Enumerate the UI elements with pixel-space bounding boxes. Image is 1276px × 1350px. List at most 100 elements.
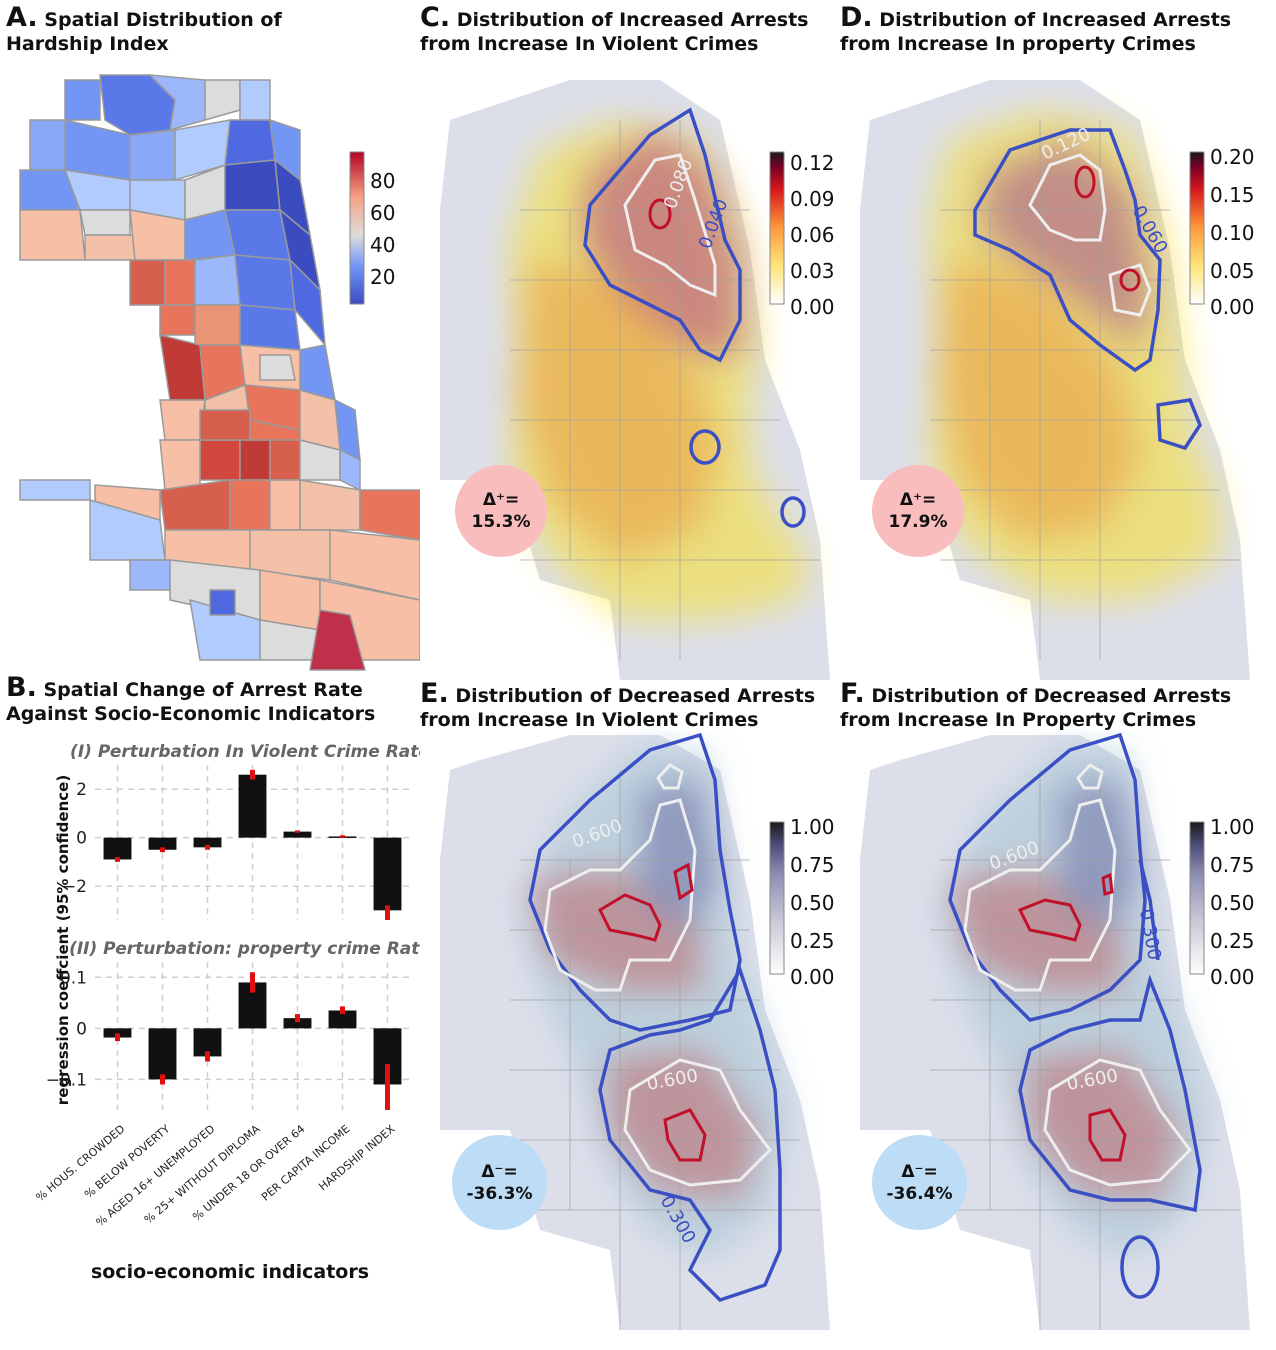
colorbar-f (1189, 821, 1205, 975)
category-labels: % HOUS. CROWDED% BELOW POVERTY% AGED 16+… (34, 1122, 398, 1229)
panel-c-title: C. Distribution of Increased Arrests fro… (420, 2, 809, 55)
contour-red (598, 893, 662, 942)
map-area (194, 254, 241, 306)
bar (148, 837, 177, 850)
contour-blue-small (689, 429, 721, 465)
map-area (224, 119, 276, 166)
map-area (234, 254, 296, 311)
contour-white (1028, 153, 1152, 317)
x-tick-label: PER CAPITA INCOME (259, 1122, 352, 1203)
colorbar-e (769, 821, 785, 975)
bar (193, 837, 222, 848)
map-area (194, 304, 241, 346)
map-area (159, 304, 196, 336)
panel-f-title: F. Distribution of Decreased Arrests fro… (840, 678, 1232, 731)
contour-red (673, 862, 694, 901)
property-crime-chart: (II) Perturbation: property crime Rate 0.… (46, 939, 420, 1110)
colorbar-tick: 0.03 (790, 259, 835, 283)
contour-red (663, 1108, 707, 1162)
y-tick-label: 2 (76, 780, 87, 800)
hardship-map: 80 60 40 20 (19, 74, 420, 671)
map-area (229, 479, 271, 531)
x-tick-label: % HOUS. CROWDED (34, 1122, 128, 1204)
map-d: 0.120 0.060 0.20 0.15 0.10 0.05 0.00 (860, 80, 1255, 680)
bar (283, 1018, 312, 1029)
contour-blue (528, 732, 742, 1032)
map-area (29, 119, 66, 171)
delta-badge-d: Δ⁺= 17.9% (872, 465, 964, 557)
colorbar-a (349, 151, 365, 305)
map-area (159, 399, 206, 441)
panel-a-title: A. Spatial Distribution of Hardship Inde… (6, 2, 282, 55)
bar (283, 831, 312, 838)
colorbar-tick: 0.75 (790, 853, 835, 877)
contour-blue (583, 107, 742, 363)
map-area (159, 439, 201, 491)
map-area (19, 209, 86, 261)
kde-south (610, 1050, 760, 1200)
map-area (19, 479, 91, 501)
contour-white (543, 798, 697, 992)
x-tick-label: % BELOW POVERTY (82, 1122, 173, 1201)
delta-badge-f: Δ⁻= -36.4% (872, 1135, 967, 1230)
colorbar-tick: 0.00 (790, 295, 835, 319)
colorbar-tick: 0.25 (1210, 929, 1255, 953)
subchart-title: (II) Perturbation: property crime Rate (69, 939, 420, 959)
subchart-title: (I) Perturbation In Violent Crime Rate (70, 742, 420, 762)
colorbar-tick: 0.09 (790, 187, 835, 211)
x-axis-label: socio-economic indicators (91, 1261, 369, 1283)
contour-white (656, 763, 684, 790)
map-area (164, 259, 196, 306)
contour-white (1043, 1058, 1192, 1187)
contour-blue (598, 965, 782, 1303)
colorbar-c (769, 151, 785, 305)
bar (238, 774, 267, 838)
contour-red (1017, 898, 1082, 942)
map-area (129, 129, 176, 181)
map-area (239, 439, 271, 481)
map-area (129, 559, 171, 591)
violent-crime-chart: (I) Perturbation In Violent Crime Rate 2 0… (62, 742, 420, 920)
colorbar-tick: 0.50 (790, 891, 835, 915)
map-area (239, 304, 301, 351)
colorbar-tick: 0.12 (790, 151, 835, 175)
colorbar-tick: 0.20 (1210, 145, 1255, 169)
contour-blue-small (780, 496, 806, 528)
y-tick-label: 0 (76, 829, 87, 849)
y-tick-label: 0 (76, 1019, 87, 1039)
contour-blue (1018, 974, 1202, 1213)
colorbar-tick: 1.00 (1210, 815, 1255, 839)
y-tick-label: 0.1 (60, 968, 87, 988)
bar (373, 837, 402, 911)
contour-blue-small (1156, 398, 1202, 451)
map-area (209, 589, 236, 616)
panel-d-title: D. Distribution of Increased Arrests fro… (840, 2, 1232, 55)
map-area (329, 529, 420, 601)
y-axis-label: regression coeffcient (95% confidence) (54, 775, 72, 1105)
colorbar-tick: 0.06 (790, 223, 835, 247)
contour-blue (948, 732, 1147, 1022)
panel-b-title: B. Spatial Change of Arrest Rate Against… (6, 672, 376, 725)
map-area (224, 209, 291, 261)
colorbar-tick: 0.50 (1210, 891, 1255, 915)
contour-blue (1138, 859, 1160, 961)
map-area (199, 439, 241, 481)
y-tick-label: −2 (62, 877, 87, 897)
contour-white (623, 153, 717, 298)
map-area (224, 159, 281, 211)
map-area (269, 479, 301, 531)
map-area (259, 354, 296, 381)
contour-white (1076, 763, 1104, 790)
colorbar-tick: 0.00 (1210, 295, 1255, 319)
map-e: 0.600 0.600 0.300 1.00 0.75 0.50 0.25 0.… (440, 732, 835, 1330)
x-tick-label: HARDSHIP INDEX (316, 1122, 397, 1193)
colorbar-tick: 0.00 (1210, 965, 1255, 989)
bar (328, 1010, 357, 1029)
contour-red (1088, 1108, 1127, 1162)
colorbar-tick: 0.15 (1210, 183, 1255, 207)
map-area (299, 479, 361, 531)
colorbar-tick: 0.05 (1210, 259, 1255, 283)
map-area (359, 489, 420, 541)
delta-badge-e: Δ⁻= -36.3% (452, 1135, 547, 1230)
colorbar-tick: 60 (370, 201, 395, 225)
